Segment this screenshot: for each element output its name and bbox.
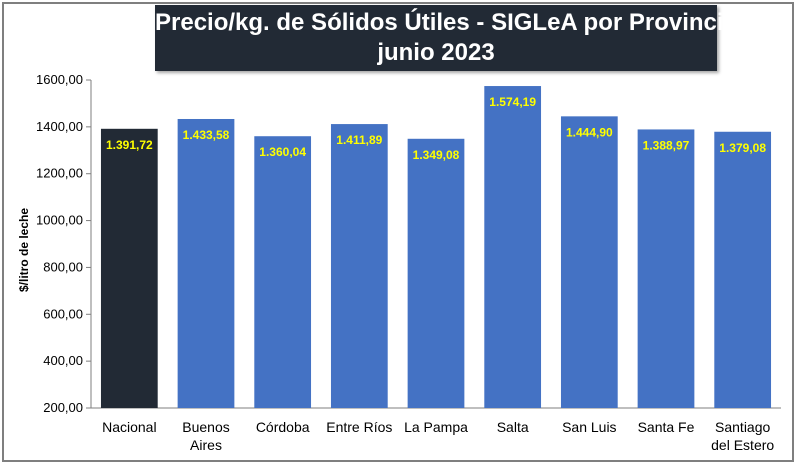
y-tick-label: 600,00 bbox=[43, 306, 83, 321]
y-tick-label: 1000,00 bbox=[36, 213, 83, 228]
data-label: 1.444,90 bbox=[566, 125, 613, 139]
y-tick-label: 1200,00 bbox=[36, 166, 83, 181]
bar bbox=[407, 138, 465, 408]
y-tick-label: 1600,00 bbox=[36, 72, 83, 87]
chart-title: Precio/kg. de Sólidos Útiles - SIGLeA po… bbox=[155, 5, 745, 71]
x-category-label: Buenos bbox=[182, 419, 229, 435]
x-category-label: Córdoba bbox=[256, 419, 310, 435]
x-category-label: Santa Fe bbox=[638, 419, 695, 435]
bar bbox=[637, 129, 695, 408]
y-tick-label: 400,00 bbox=[43, 353, 83, 368]
y-axis-title: $/litro de leche bbox=[17, 208, 31, 292]
x-category-label: Entre Ríos bbox=[326, 419, 392, 435]
data-label: 1.379,08 bbox=[719, 141, 766, 155]
bar bbox=[484, 86, 542, 409]
bar bbox=[330, 124, 388, 409]
bar bbox=[100, 128, 158, 408]
data-label: 1.411,89 bbox=[336, 133, 382, 147]
data-label: 1.349,08 bbox=[413, 148, 460, 162]
data-label: 1.388,97 bbox=[643, 138, 690, 152]
y-tick-label: 200,00 bbox=[43, 400, 83, 415]
x-category-label: Santiago bbox=[715, 419, 770, 435]
x-category-label: Aires bbox=[190, 437, 222, 453]
bar bbox=[560, 116, 618, 409]
x-category-label: Salta bbox=[497, 419, 529, 435]
bar bbox=[177, 118, 235, 408]
data-label: 1.391,72 bbox=[106, 138, 153, 152]
y-tick-label: 800,00 bbox=[43, 259, 83, 274]
x-category-label: del Estero bbox=[711, 437, 774, 453]
bar bbox=[254, 136, 312, 409]
x-category-label: La Pampa bbox=[404, 419, 468, 435]
y-tick-label: 1400,00 bbox=[36, 119, 83, 134]
data-label: 1.433,58 bbox=[183, 128, 230, 142]
bar bbox=[714, 131, 772, 408]
data-label: 1.360,04 bbox=[259, 145, 306, 159]
data-label: 1.574,19 bbox=[489, 95, 536, 109]
x-category-label: Nacional bbox=[102, 419, 156, 435]
x-category-label: San Luis bbox=[562, 419, 616, 435]
chart-title-line-2: junio 2023 bbox=[377, 39, 495, 66]
chart-title-line-1: Precio/kg. de Sólidos Útiles - SIGLeA po… bbox=[155, 9, 745, 36]
